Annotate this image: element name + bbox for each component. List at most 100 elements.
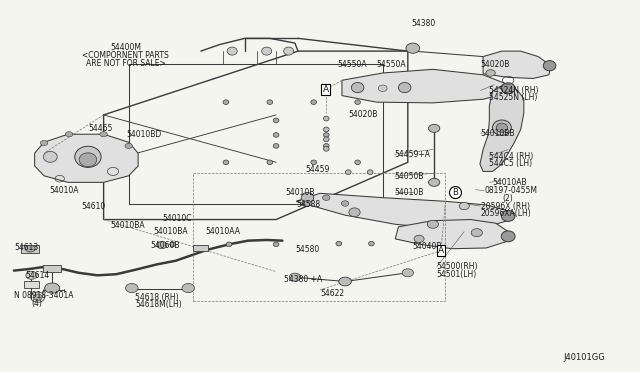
Ellipse shape	[355, 160, 360, 164]
Ellipse shape	[262, 47, 272, 55]
Ellipse shape	[284, 47, 294, 55]
Bar	[44, 266, 61, 272]
Ellipse shape	[311, 160, 317, 164]
Ellipse shape	[493, 120, 511, 135]
Ellipse shape	[355, 100, 360, 105]
Ellipse shape	[273, 118, 279, 123]
Ellipse shape	[267, 100, 273, 105]
Ellipse shape	[486, 70, 495, 76]
Ellipse shape	[100, 132, 108, 137]
Polygon shape	[396, 219, 508, 249]
Text: 20596X (RH): 20596X (RH)	[481, 202, 529, 211]
Ellipse shape	[351, 83, 364, 93]
Text: 54613: 54613	[14, 244, 38, 253]
Ellipse shape	[33, 294, 42, 301]
Ellipse shape	[543, 61, 556, 71]
Ellipse shape	[223, 100, 228, 105]
Ellipse shape	[346, 170, 351, 174]
Text: <COMPORNENT PARTS: <COMPORNENT PARTS	[82, 51, 169, 60]
Ellipse shape	[273, 144, 279, 148]
Text: 54465: 54465	[88, 124, 112, 133]
Text: 54524N (RH): 54524N (RH)	[490, 86, 539, 95]
Ellipse shape	[496, 123, 508, 132]
Text: 54060B: 54060B	[150, 241, 180, 250]
Ellipse shape	[341, 201, 349, 206]
Text: A: A	[323, 85, 329, 94]
Polygon shape	[342, 69, 508, 103]
Text: 54010C: 54010C	[162, 214, 191, 222]
Ellipse shape	[26, 271, 37, 279]
Ellipse shape	[75, 146, 101, 167]
Text: 54500(RH): 54500(RH)	[436, 262, 478, 272]
Ellipse shape	[182, 283, 195, 293]
Text: B: B	[452, 188, 458, 197]
Text: 54459+A: 54459+A	[395, 150, 431, 159]
Text: 54050B: 54050B	[395, 171, 424, 181]
Polygon shape	[35, 134, 138, 182]
Ellipse shape	[369, 241, 374, 246]
Ellipse shape	[367, 170, 373, 174]
Text: 54618M(LH): 54618M(LH)	[135, 300, 182, 309]
Text: 54010BD: 54010BD	[127, 130, 162, 139]
Ellipse shape	[45, 283, 60, 293]
Text: 54622: 54622	[320, 289, 344, 298]
Ellipse shape	[336, 241, 342, 246]
Polygon shape	[483, 51, 551, 78]
Ellipse shape	[398, 83, 411, 93]
Text: 08197-0455M: 08197-0455M	[484, 186, 538, 195]
Ellipse shape	[323, 137, 329, 142]
Text: 54010B: 54010B	[285, 188, 315, 197]
Ellipse shape	[429, 178, 440, 186]
Ellipse shape	[170, 242, 175, 247]
Text: 54525N (LH): 54525N (LH)	[490, 93, 538, 102]
Ellipse shape	[311, 100, 317, 105]
Text: 54618 (RH): 54618 (RH)	[135, 293, 179, 302]
Ellipse shape	[44, 151, 57, 162]
Text: ARE NOT FOR SALE>: ARE NOT FOR SALE>	[86, 59, 166, 68]
Bar	[193, 245, 209, 251]
Ellipse shape	[226, 242, 232, 247]
Ellipse shape	[323, 195, 330, 201]
Text: 54010B: 54010B	[395, 188, 424, 197]
Ellipse shape	[429, 124, 440, 132]
Ellipse shape	[428, 220, 438, 228]
Ellipse shape	[402, 269, 413, 277]
Ellipse shape	[501, 83, 515, 94]
Ellipse shape	[501, 211, 515, 221]
Ellipse shape	[323, 147, 329, 151]
Text: (2): (2)	[502, 193, 513, 202]
Text: N 08918-3401A: N 08918-3401A	[14, 291, 74, 300]
Ellipse shape	[223, 160, 228, 164]
Ellipse shape	[349, 208, 360, 217]
Ellipse shape	[227, 47, 237, 55]
Ellipse shape	[304, 201, 311, 206]
Bar	[24, 281, 39, 288]
Text: 54550A: 54550A	[337, 61, 367, 70]
Ellipse shape	[25, 246, 35, 252]
Text: 54380 +A: 54380 +A	[284, 275, 322, 284]
Text: 54040B: 54040B	[413, 243, 442, 251]
Text: 544C5 (LH): 544C5 (LH)	[490, 159, 532, 168]
Text: 54380: 54380	[411, 19, 435, 28]
Ellipse shape	[273, 133, 279, 137]
Ellipse shape	[471, 229, 483, 237]
Text: 54614: 54614	[25, 271, 49, 280]
Ellipse shape	[157, 241, 167, 249]
Ellipse shape	[40, 141, 48, 145]
Ellipse shape	[339, 277, 351, 286]
Ellipse shape	[65, 132, 73, 137]
Text: 54010BB: 54010BB	[481, 129, 515, 138]
Text: 54010A: 54010A	[49, 186, 79, 195]
Ellipse shape	[501, 231, 515, 242]
Ellipse shape	[125, 283, 138, 293]
Text: 20596XA(LH): 20596XA(LH)	[481, 209, 531, 218]
Text: 54580: 54580	[295, 245, 319, 254]
Text: 54501(LH): 54501(LH)	[436, 270, 477, 279]
Text: 54010AA: 54010AA	[206, 227, 241, 236]
Polygon shape	[296, 193, 508, 229]
Text: 544C4 (RH): 544C4 (RH)	[490, 152, 534, 161]
Bar	[22, 245, 39, 253]
Ellipse shape	[79, 153, 97, 167]
Ellipse shape	[414, 235, 424, 243]
Text: (4): (4)	[31, 299, 42, 308]
